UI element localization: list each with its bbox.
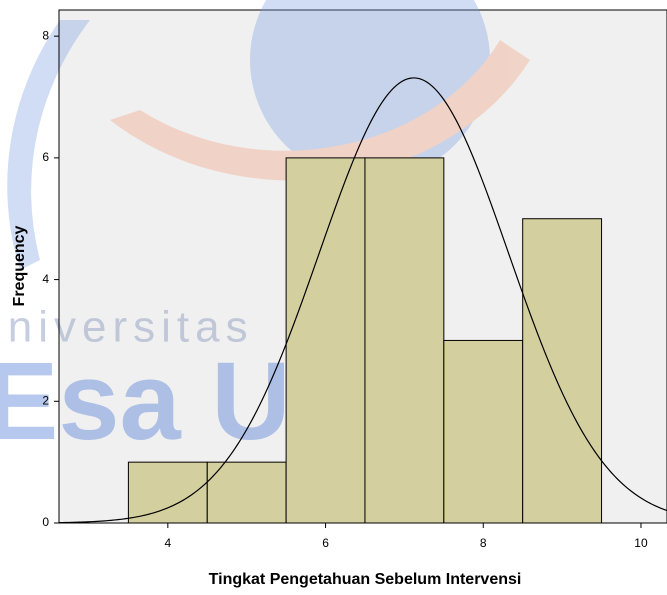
logo-arc <box>7 20 91 270</box>
y-tick-label: 0 <box>42 515 49 529</box>
bar <box>285 157 366 524</box>
bar <box>522 218 603 524</box>
normal-curve <box>58 77 667 524</box>
x-tick-label: 6 <box>322 536 329 550</box>
y-tick-label: 6 <box>42 150 49 164</box>
y-axis-label: Frequency <box>11 225 28 306</box>
bar <box>364 157 445 524</box>
x-axis-label: Tingkat Pengetahuan Sebelum Intervensi <box>209 571 522 588</box>
x-tick-label: 10 <box>634 536 648 550</box>
watermark-logo <box>7 0 530 270</box>
logo-arc <box>110 40 530 181</box>
x-tick-label: 8 <box>480 536 487 550</box>
y-tick-label: 8 <box>42 28 49 42</box>
bar <box>206 461 287 524</box>
bar <box>443 339 524 524</box>
y-tick-label: 2 <box>42 393 49 407</box>
logo-circle <box>250 0 490 180</box>
x-tick-label: 4 <box>164 536 171 550</box>
watermark-text: Universitas <box>0 303 254 352</box>
y-tick-label: 4 <box>42 272 49 286</box>
